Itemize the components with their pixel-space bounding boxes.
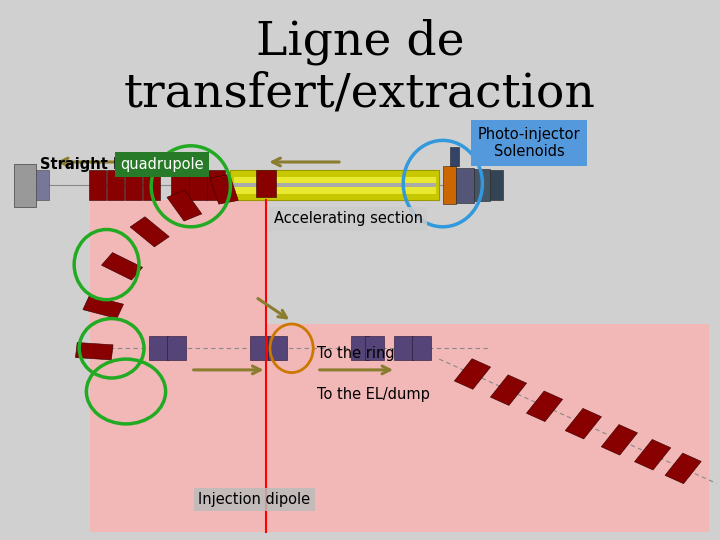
- Bar: [230, 170, 439, 200]
- Bar: [107, 170, 124, 200]
- Text: quadrupole: quadrupole: [120, 157, 204, 172]
- Bar: [443, 166, 456, 204]
- Bar: [601, 424, 637, 455]
- Bar: [76, 342, 113, 360]
- Text: Accelerating section: Accelerating section: [274, 211, 423, 226]
- Bar: [565, 408, 601, 439]
- Bar: [490, 375, 526, 406]
- Bar: [454, 359, 490, 389]
- Bar: [665, 453, 701, 484]
- Bar: [149, 336, 168, 360]
- Bar: [89, 170, 106, 200]
- Text: To the ring: To the ring: [317, 346, 395, 361]
- Bar: [234, 177, 436, 193]
- Bar: [171, 170, 189, 200]
- Bar: [36, 170, 49, 200]
- Bar: [234, 184, 436, 187]
- Bar: [83, 295, 124, 319]
- Bar: [450, 147, 459, 166]
- Bar: [351, 336, 369, 360]
- Text: Ligne de
transfert/extraction: Ligne de transfert/extraction: [124, 18, 596, 117]
- Text: To the EL/dump: To the EL/dump: [317, 387, 430, 402]
- Text: Photo-injector
Solenoids: Photo-injector Solenoids: [478, 127, 580, 159]
- Bar: [167, 190, 202, 221]
- Bar: [634, 440, 671, 470]
- Text: Straight line: Straight line: [40, 157, 143, 172]
- Bar: [125, 170, 142, 200]
- Bar: [412, 336, 431, 360]
- Bar: [250, 336, 269, 360]
- Bar: [365, 336, 384, 360]
- Bar: [456, 167, 474, 202]
- Bar: [490, 170, 503, 200]
- Bar: [189, 170, 207, 200]
- Bar: [474, 169, 490, 201]
- Bar: [526, 391, 562, 422]
- Bar: [102, 253, 143, 280]
- Bar: [394, 336, 413, 360]
- Bar: [256, 170, 276, 197]
- Bar: [207, 170, 225, 200]
- Bar: [266, 324, 709, 532]
- Text: Injection dipole: Injection dipole: [198, 492, 310, 507]
- Bar: [143, 170, 160, 200]
- Bar: [268, 336, 287, 360]
- Bar: [167, 336, 186, 360]
- Bar: [210, 174, 238, 204]
- Bar: [130, 217, 169, 247]
- Bar: [14, 164, 36, 207]
- Bar: [90, 200, 266, 532]
